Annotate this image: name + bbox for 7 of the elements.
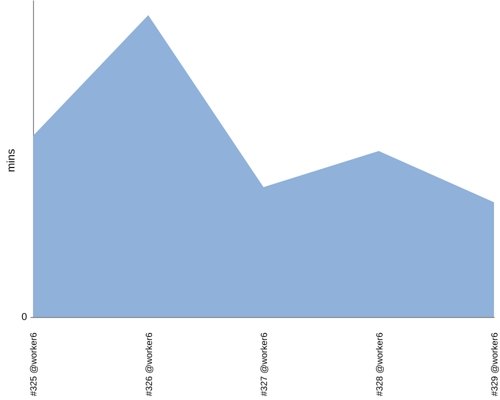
x-tick-label: #326 @worker6: [144, 332, 154, 396]
x-tick-label: #328 @worker6: [374, 332, 384, 396]
text: 0: [21, 312, 28, 323]
x-tick-label: #325 @worker6: [28, 332, 38, 396]
x-tick-label: #329 @worker6: [490, 332, 500, 396]
x-tick-label: #327 @worker6: [259, 332, 269, 396]
y-axis-title: mins: [6, 148, 18, 172]
